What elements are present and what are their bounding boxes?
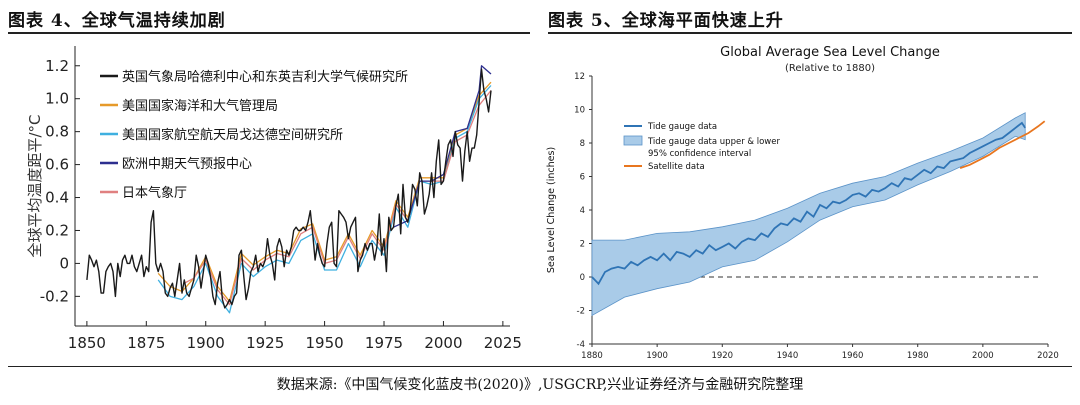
x-tick-label: 2000 [972,351,994,361]
y-tick-label: 12 [574,72,585,82]
y-tick-label: 8 [580,139,585,149]
y-tick-label: 1.2 [45,57,69,75]
legend-label: 美国国家航空航天局戈达德空间研究所 [122,127,343,143]
y-tick-label: -0.2 [40,287,69,305]
x-tick-label: 1975 [365,334,403,352]
satellite-line [959,120,1046,169]
x-tick-label: 1940 [777,351,799,361]
source-note: 数据来源:《中国气候变化蓝皮书(2020)》,USGCRP,兴业证券经济与金融研… [276,377,804,393]
left-panel-title: 图表 4、全球气温持续加剧 [8,11,226,31]
confidence-band [591,112,1026,317]
legend-label: 95% confidence interval [648,149,751,159]
x-tick-label: 1920 [711,351,733,361]
x-tick-label: 1960 [842,351,864,361]
y-tick-label: 10 [574,106,585,116]
y-tick-label: 0 [59,254,69,272]
right-title-rule [548,32,1072,34]
x-tick-label: 2020 [1037,351,1059,361]
tide-gauge-line [591,121,1026,286]
y-tick-label: 0 [580,273,585,283]
y-tick-label: 6 [580,173,585,183]
x-tick-label: 1925 [246,334,284,352]
legend-label: Satellite data [648,162,705,172]
x-tick-label: 2025 [484,334,522,352]
left-title-rule [8,32,530,34]
x-tick-label: 1980 [907,351,929,361]
y-tick-label: 4 [580,206,585,216]
x-tick-label: 1850 [68,334,106,352]
right-panel-title: 图表 5、全球海平面快速上升 [548,11,784,31]
legend-label: Tide gauge data upper & lower [647,137,780,147]
y-tick-label: 0.6 [45,156,69,174]
x-tick-label: 1950 [305,334,343,352]
y-tick-label: 2 [580,240,585,250]
legend-swatch [623,135,643,146]
y-tick-label: 0.4 [45,189,69,207]
left-y-axis-label: 全球平均温度距平/°C [26,114,44,257]
temperature-chart: -0.2 0 0.2 0.4 0.6 0.8 1.0 1.2 1850 1875 1900 1925 1… [26,46,522,352]
right-y-axis-label: Sea Level Change (inches) [546,147,557,273]
sea-level-subtitle: (Relative to 1880) [785,63,875,74]
legend-label: 美国国家海洋和大气管理局 [122,98,278,114]
x-tick-label: 1880 [581,351,603,361]
series-line [157,85,492,314]
sea-level-chart: Global Average Sea Level Change (Relative… [546,45,1059,361]
y-tick-label: 0.2 [45,221,69,239]
sea-level-title: Global Average Sea Level Change [720,45,940,60]
legend-label: 英国气象局哈德利中心和东英吉利大学气候研究所 [122,69,408,85]
series-line [183,90,492,306]
x-tick-label: 1900 [187,334,225,352]
x-tick-label: 1875 [127,334,165,352]
series-line [393,65,492,228]
legend-label: 日本气象厅 [122,185,187,201]
x-tick-label: 1900 [646,351,668,361]
bottom-rule [8,366,1072,367]
legend-label: Tide gauge data [647,122,717,132]
series-line [86,68,492,309]
y-tick-label: 0.8 [45,123,69,141]
x-tick-label: 2000 [424,334,462,352]
legend-label: 欧洲中期天气预报中心 [122,156,252,172]
y-tick-label: -2 [577,307,585,317]
y-tick-label: -4 [577,340,585,350]
y-tick-label: 1.0 [45,90,69,108]
